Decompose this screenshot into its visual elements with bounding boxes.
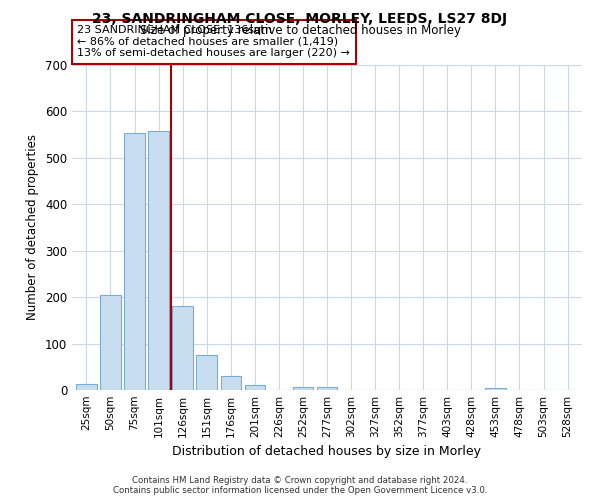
Bar <box>172 306 193 390</box>
Text: 23, SANDRINGHAM CLOSE, MORLEY, LEEDS, LS27 8DJ: 23, SANDRINGHAM CLOSE, MORLEY, LEEDS, LS… <box>92 12 508 26</box>
Bar <box>124 133 145 390</box>
Bar <box>485 388 506 390</box>
Text: 23 SANDRINGHAM CLOSE: 136sqm
← 86% of detached houses are smaller (1,419)
13% of: 23 SANDRINGHAM CLOSE: 136sqm ← 86% of de… <box>77 26 350 58</box>
Text: Contains HM Land Registry data © Crown copyright and database right 2024.
Contai: Contains HM Land Registry data © Crown c… <box>113 476 487 495</box>
Bar <box>100 295 121 390</box>
Bar <box>221 376 241 390</box>
Bar <box>196 354 217 390</box>
Bar <box>245 386 265 390</box>
Text: Size of property relative to detached houses in Morley: Size of property relative to detached ho… <box>139 24 461 37</box>
Bar <box>148 131 169 390</box>
Y-axis label: Number of detached properties: Number of detached properties <box>26 134 40 320</box>
Bar <box>76 384 97 390</box>
X-axis label: Distribution of detached houses by size in Morley: Distribution of detached houses by size … <box>173 446 482 458</box>
Bar <box>317 387 337 390</box>
Bar <box>293 387 313 390</box>
